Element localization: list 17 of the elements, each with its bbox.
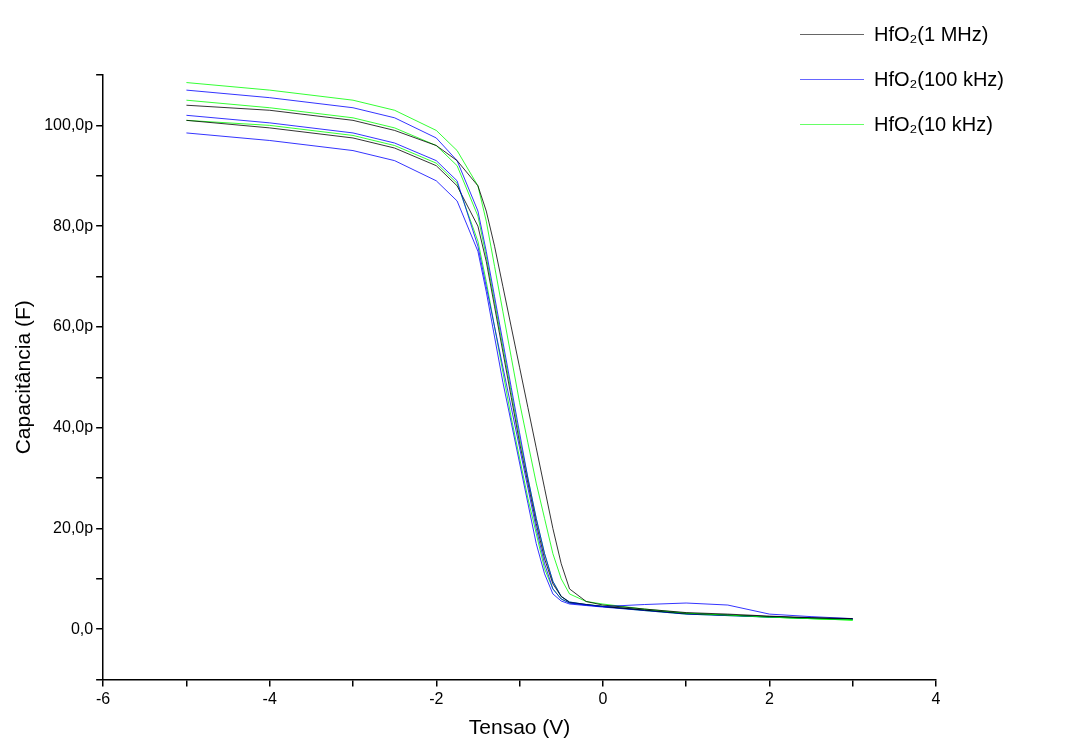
x-tick-label: -2: [429, 689, 444, 707]
x-axis-title: Tensao (V): [468, 715, 571, 739]
y-axis-title: Capacitância (F): [11, 300, 35, 455]
legend-label: HfO₂(1 MHz): [874, 23, 989, 46]
y-tick-label: 0,0: [70, 619, 94, 637]
legend-label: HfO₂(100 kHz): [874, 68, 1005, 91]
y-tick-label: 40,0p: [53, 418, 94, 436]
x-tick-label: 0: [598, 689, 608, 707]
x-tick-label: 2: [764, 689, 774, 707]
x-tick-label: -6: [96, 689, 111, 707]
legend-label: HfO₂(10 kHz): [874, 113, 993, 136]
x-tick-label: -4: [262, 689, 277, 707]
y-tick-label: 80,0p: [53, 216, 94, 234]
x-tick-label: 4: [931, 689, 941, 707]
y-tick-label: 100,0p: [44, 115, 94, 133]
y-tick-label: 60,0p: [53, 317, 94, 335]
y-tick-label: 20,0p: [53, 518, 94, 536]
